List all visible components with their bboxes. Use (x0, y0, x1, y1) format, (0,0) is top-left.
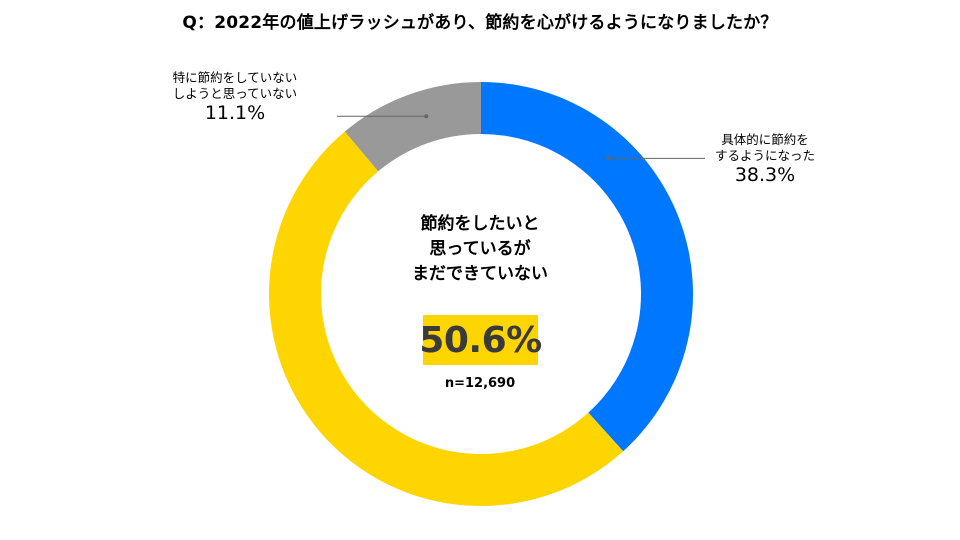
center-line-3: まだできていない (412, 264, 548, 284)
label-no-saving-line-1: 特に節約をしていない (172, 70, 298, 85)
leader-line-no-saving-dot (424, 114, 429, 119)
slice-no-saving (344, 82, 481, 172)
leader-line-saving-dot (606, 156, 611, 161)
center-line-2: 思っているが (429, 239, 531, 259)
center-line-1: 節約をしたいと (420, 214, 540, 234)
label-saving-percent: 38.3% (734, 164, 796, 187)
center-label: 節約をしたいと 思っているが まだできていない (360, 212, 600, 287)
sample-size: n=12,690 (444, 376, 516, 391)
label-no-saving: 特に節約をしていない しようと思っていない 11.1% (150, 70, 320, 126)
label-saving-line-2: するようになった (714, 147, 815, 163)
center-percent: 50.6% (419, 319, 542, 361)
chart-title: Q：2022年の値上げラッシュがあり、節約を心がけるようになりましたか？ (182, 13, 778, 33)
label-no-saving-percent: 11.1% (204, 102, 266, 125)
center-percent-highlight: 50.6% (419, 315, 542, 365)
label-saving-line-1: 具体的に節約を (721, 132, 809, 147)
slice-saving (481, 82, 694, 452)
label-saving: 具体的に節約を するようになった 38.3% (690, 132, 840, 188)
label-no-saving-line-2: しようと思っていない (172, 85, 298, 101)
slice-want-to-save (269, 131, 624, 506)
